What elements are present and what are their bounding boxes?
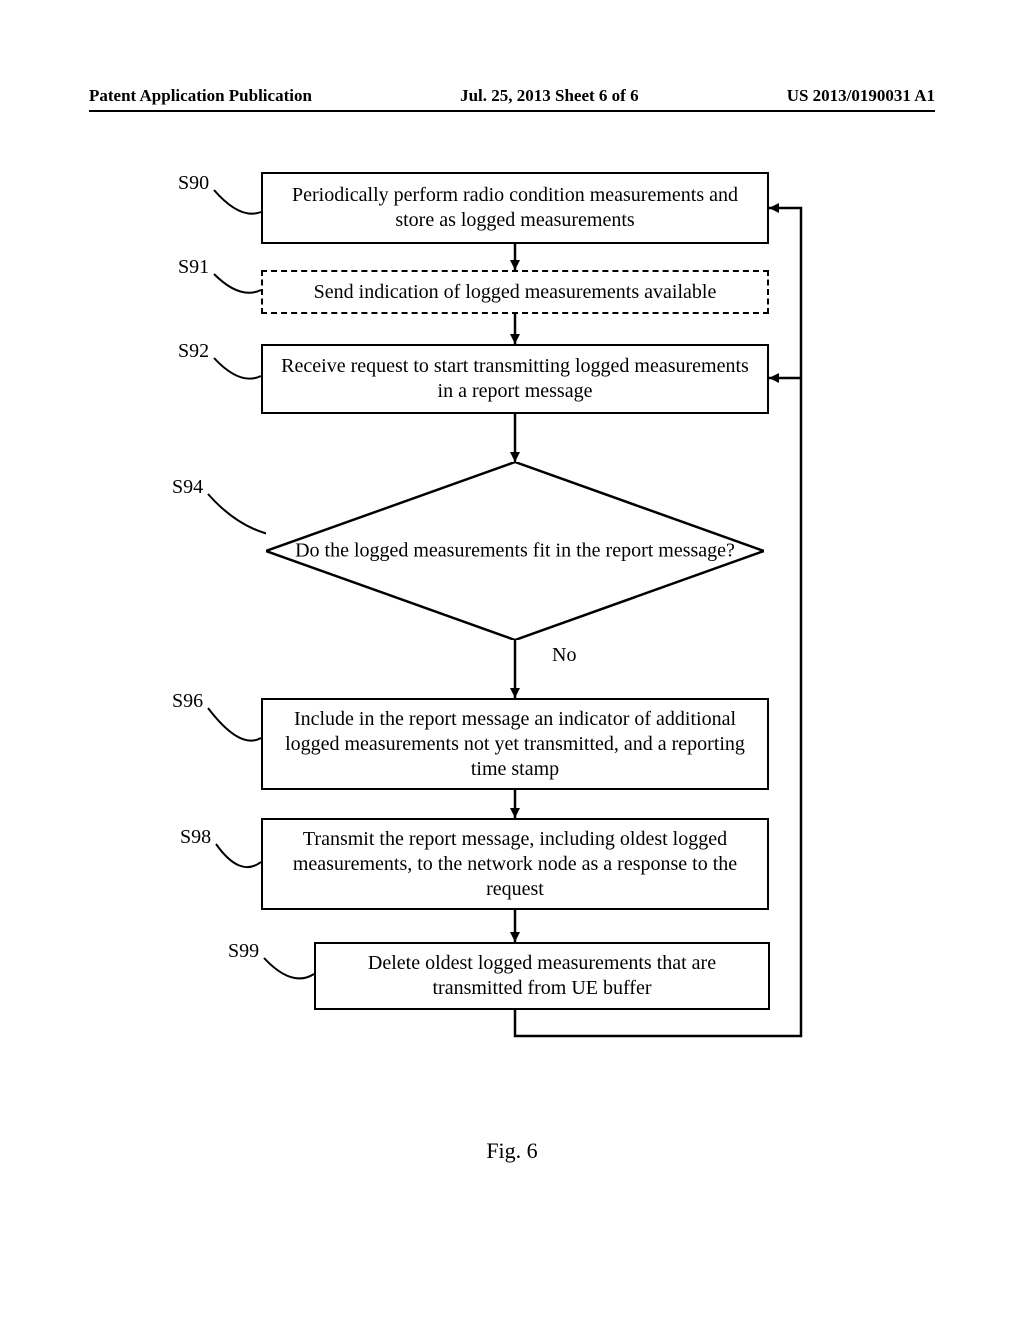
step-s90: Periodically perform radio condition mea… [261,172,769,244]
step-s90-text: Periodically perform radio condition mea… [273,183,757,233]
header-right: US 2013/0190031 A1 [787,86,935,106]
figure-caption: Fig. 6 [0,1138,1024,1164]
step-s96: Include in the report message an indicat… [261,698,769,790]
step-s98: Transmit the report message, including o… [261,818,769,910]
header-left: Patent Application Publication [89,86,312,106]
step-s98-text: Transmit the report message, including o… [273,827,757,902]
label-s98: S98 [180,826,211,849]
label-s94: S94 [172,476,203,499]
step-s92: Receive request to start transmitting lo… [261,344,769,414]
step-s96-text: Include in the report message an indicat… [273,707,757,782]
label-s92: S92 [178,340,209,363]
step-s92-text: Receive request to start transmitting lo… [273,354,757,404]
label-s90: S90 [178,172,209,195]
header-rule [89,110,935,112]
step-s94-text: Do the logged measurements fit in the re… [266,539,764,564]
step-s94-decision: Do the logged measurements fit in the re… [266,462,764,640]
page-header: Patent Application Publication Jul. 25, … [89,86,935,106]
step-s91: Send indication of logged measurements a… [261,270,769,314]
label-s91: S91 [178,256,209,279]
step-s91-text: Send indication of logged measurements a… [314,280,717,305]
label-s99: S99 [228,940,259,963]
step-s99-text: Delete oldest logged measurements that a… [326,951,758,1001]
header-center: Jul. 25, 2013 Sheet 6 of 6 [460,86,639,106]
step-s99: Delete oldest logged measurements that a… [314,942,770,1010]
label-s96: S96 [172,690,203,713]
decision-no-label: No [552,644,576,667]
flowchart: Periodically perform radio condition mea… [0,150,1024,1140]
